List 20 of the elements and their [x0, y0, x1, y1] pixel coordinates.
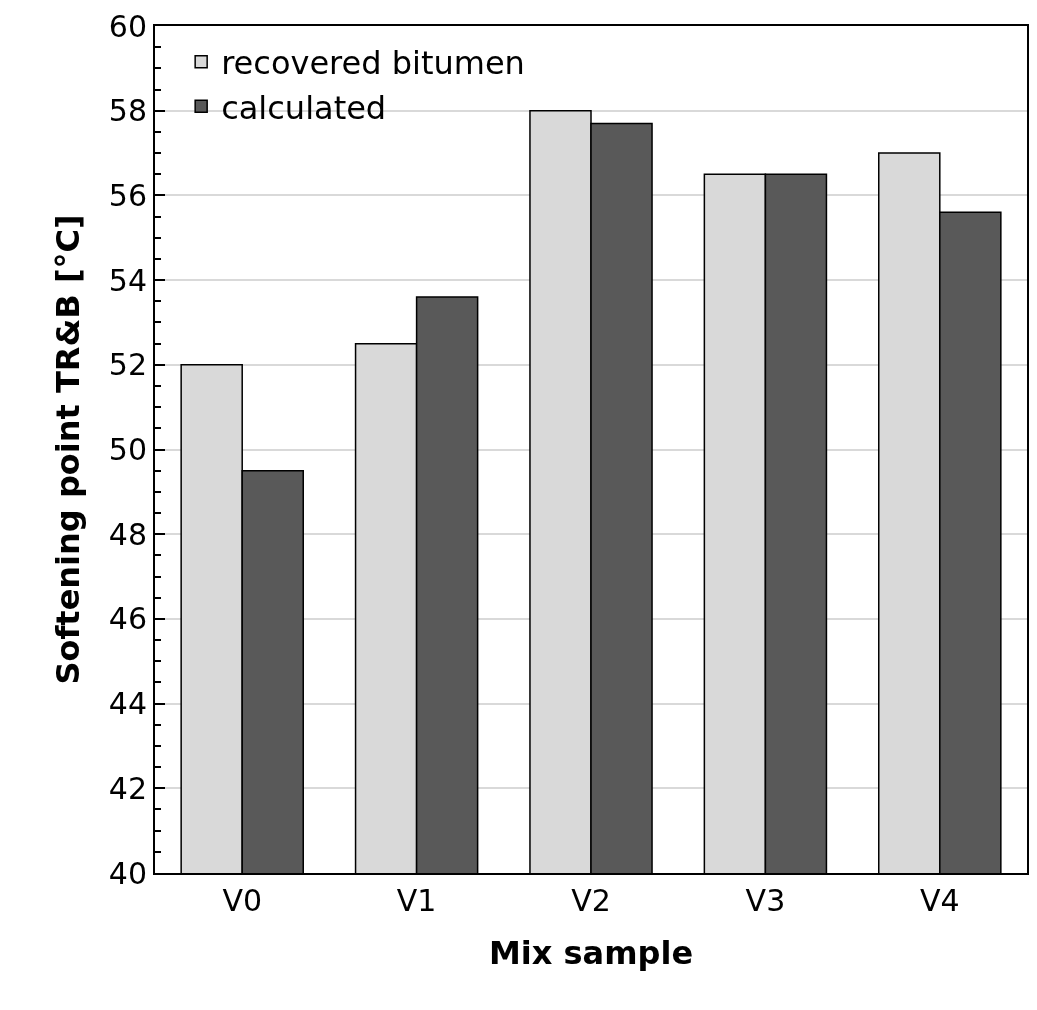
y-tick-label: 54 — [108, 262, 147, 298]
y-tick-label: 40 — [108, 855, 147, 891]
x-axis-title: Mix sample — [488, 934, 694, 973]
x-tick-label: V0 — [222, 883, 262, 918]
y-tick-label: 60 — [108, 8, 147, 44]
y-tick-label: 46 — [108, 601, 147, 637]
x-tick-label: V4 — [920, 883, 960, 918]
y-tick-label: 58 — [108, 93, 147, 129]
x-tick-label: V2 — [571, 883, 611, 918]
y-tick-label: 48 — [108, 516, 147, 552]
y-tick-label: 42 — [108, 770, 147, 806]
y-tick-label: 56 — [108, 177, 147, 213]
y-tick-label: 44 — [108, 686, 147, 722]
y-axis-title: Softening point TR&B [°C] — [48, 214, 87, 685]
legend-label: calculated — [221, 88, 387, 127]
x-tick-label: V1 — [396, 883, 437, 918]
x-tick-label: V3 — [745, 883, 786, 918]
legend-label: recovered bitumen — [221, 44, 525, 83]
y-tick-label: 52 — [108, 347, 147, 383]
y-tick-label: 50 — [108, 432, 147, 467]
